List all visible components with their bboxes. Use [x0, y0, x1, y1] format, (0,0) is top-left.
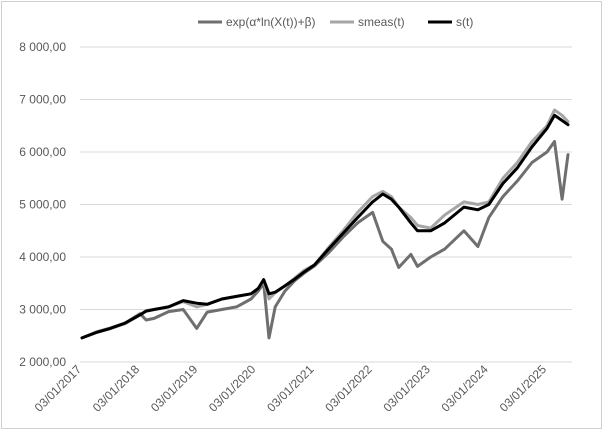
x-tick-label: 03/01/2019: [148, 362, 201, 415]
legend-label: s(t): [456, 15, 473, 29]
x-tick-label: 03/01/2024: [439, 362, 492, 415]
y-tick-label: 2 000,00: [19, 355, 66, 369]
x-tick-label: 03/01/2018: [90, 362, 143, 415]
x-tick-label: 03/01/2020: [206, 362, 259, 415]
series-lines: [80, 108, 570, 340]
y-tick-label: 4 000,00: [19, 250, 66, 264]
x-axis: 03/01/2017 03/01/2018 03/01/2019 03/01/2020…: [32, 362, 550, 415]
y-axis: 2 000,00 3 000,00 4 000,00 5 000,00 6 000,00…: [19, 40, 66, 369]
series-line: [80, 108, 570, 340]
legend: exp(α*ln(X(t))+β) smeas(t) s(t): [198, 15, 473, 29]
x-tick-label: 03/01/2022: [322, 362, 375, 415]
y-tick-label: 7 000,00: [19, 93, 66, 107]
x-tick-label: 03/01/2017: [32, 362, 85, 415]
legend-label: exp(α*ln(X(t))+β): [226, 15, 316, 29]
legend-label: smeas(t): [358, 15, 405, 29]
x-tick-label: 03/01/2021: [264, 362, 317, 415]
y-tick-label: 3 000,00: [19, 303, 66, 317]
y-tick-label: 6 000,00: [19, 145, 66, 159]
x-tick-label: 03/01/2023: [380, 362, 433, 415]
series-line: [80, 113, 570, 340]
y-tick-label: 5 000,00: [19, 198, 66, 212]
y-tick-label: 8 000,00: [19, 40, 66, 54]
x-tick-label: 03/01/2025: [497, 362, 550, 415]
